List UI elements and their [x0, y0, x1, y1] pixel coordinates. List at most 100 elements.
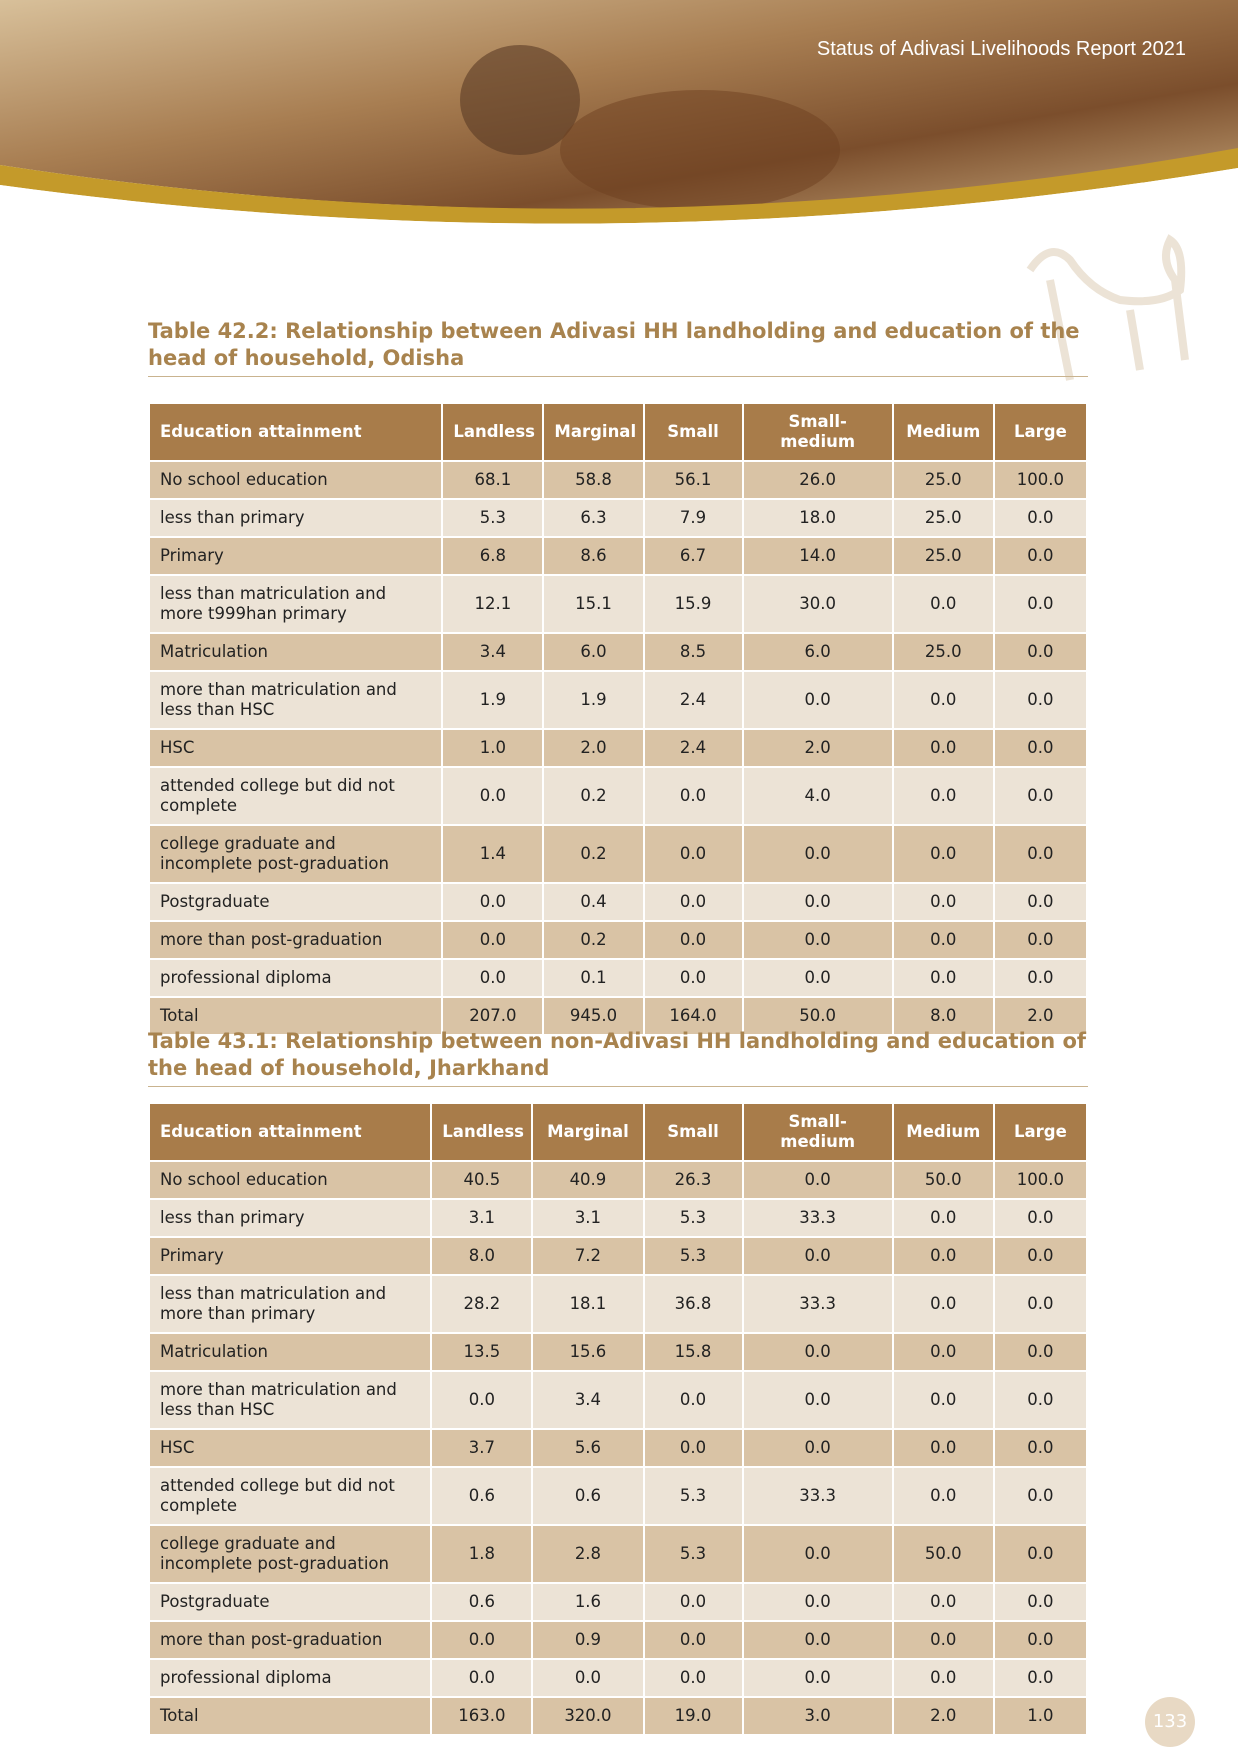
- table-row: attended college but did not complete 0.6…: [147, 1466, 1089, 1526]
- value-cell: 3.0: [741, 1696, 894, 1736]
- value-cell: 5.3: [642, 1466, 744, 1526]
- value-cell: 0.0: [441, 920, 545, 960]
- value-cell: 0.0: [741, 670, 894, 730]
- value-cell: 0.0: [741, 1236, 894, 1276]
- value-cell: 0.0: [741, 1332, 894, 1372]
- value-cell: 207.0: [441, 996, 545, 1036]
- value-cell: 1.9: [542, 670, 645, 730]
- value-cell: 0.0: [642, 958, 744, 998]
- value-cell: 163.0: [430, 1696, 534, 1736]
- value-cell: 0.0: [441, 766, 545, 826]
- value-cell: 50.0: [741, 996, 894, 1036]
- value-cell: 19.0: [642, 1696, 744, 1736]
- value-cell: 0.0: [430, 1370, 534, 1430]
- value-cell: 0.0: [891, 766, 995, 826]
- value-cell: 0.0: [741, 1658, 894, 1698]
- value-cell: 0.0: [891, 958, 995, 998]
- value-cell: 1.8: [430, 1524, 534, 1584]
- value-cell: 0.0: [992, 1466, 1089, 1526]
- value-cell: 2.0: [741, 728, 894, 768]
- page-number: 133: [1145, 1697, 1195, 1747]
- value-cell: 0.0: [741, 1428, 894, 1468]
- value-cell: 0.0: [992, 536, 1089, 576]
- value-cell: 25.0: [891, 632, 995, 672]
- value-cell: 6.7: [642, 536, 744, 576]
- table-row: college graduate and incomplete post-gra…: [147, 824, 1089, 884]
- table-title: Table 42.2: Relationship between Adivasi…: [148, 318, 1088, 377]
- table-row: HSC 1.0 2.0 2.4 2.0 0.0 0.0: [147, 728, 1089, 768]
- table-row: less than matriculation and more than pr…: [147, 1274, 1089, 1334]
- value-cell: 0.0: [642, 1620, 744, 1660]
- table-row: more than post-graduation 0.0 0.9 0.0 0.0 0.0…: [147, 1620, 1089, 1660]
- table-row: less than matriculation and more t999han…: [147, 574, 1089, 634]
- value-cell: 0.0: [992, 1198, 1089, 1238]
- value-cell: 0.0: [642, 766, 744, 826]
- value-cell: 320.0: [531, 1696, 645, 1736]
- value-cell: 0.0: [891, 1274, 995, 1334]
- value-cell: 0.0: [992, 958, 1089, 998]
- value-cell: 33.3: [741, 1274, 894, 1334]
- row-label: Matriculation: [147, 632, 444, 672]
- value-cell: 1.9: [441, 670, 545, 730]
- column-header: Landless: [430, 1102, 534, 1162]
- row-label: HSC: [147, 728, 444, 768]
- row-label: HSC: [147, 1428, 433, 1468]
- value-cell: 0.0: [992, 1332, 1089, 1372]
- value-cell: 0.0: [891, 1198, 995, 1238]
- column-header: Large: [992, 1102, 1089, 1162]
- value-cell: 15.1: [542, 574, 645, 634]
- value-cell: 0.6: [430, 1582, 534, 1622]
- value-cell: 0.2: [542, 766, 645, 826]
- value-cell: 0.0: [430, 1620, 534, 1660]
- value-cell: 6.8: [441, 536, 545, 576]
- value-cell: 12.1: [441, 574, 545, 634]
- value-cell: 33.3: [741, 1198, 894, 1238]
- value-cell: 14.0: [741, 536, 894, 576]
- data-table: Education attainment Landless Marginal Smal…: [147, 402, 1089, 1036]
- value-cell: 0.0: [741, 1582, 894, 1622]
- value-cell: 0.0: [992, 498, 1089, 538]
- value-cell: 0.0: [992, 574, 1089, 634]
- column-header: Education attainment: [147, 402, 444, 462]
- value-cell: 2.0: [542, 728, 645, 768]
- table-title: Table 43.1: Relationship between non-Adi…: [148, 1028, 1088, 1087]
- value-cell: 30.0: [741, 574, 894, 634]
- table-row: less than primary 5.3 6.3 7.9 18.0 25.0 0.0: [147, 498, 1089, 538]
- table-row: HSC 3.7 5.6 0.0 0.0 0.0 0.0: [147, 1428, 1089, 1468]
- value-cell: 0.0: [891, 1620, 995, 1660]
- table-row: more than matriculation and less than HS…: [147, 1370, 1089, 1430]
- value-cell: 3.1: [430, 1198, 534, 1238]
- value-cell: 8.0: [430, 1236, 534, 1276]
- column-header: Marginal: [542, 402, 645, 462]
- value-cell: 33.3: [741, 1466, 894, 1526]
- value-cell: 0.0: [642, 1428, 744, 1468]
- value-cell: 0.0: [531, 1658, 645, 1698]
- value-cell: 0.0: [891, 1466, 995, 1526]
- value-cell: 0.0: [992, 824, 1089, 884]
- value-cell: 28.2: [430, 1274, 534, 1334]
- value-cell: 0.0: [642, 882, 744, 922]
- value-cell: 6.0: [741, 632, 894, 672]
- table-row: Matriculation 13.5 15.6 15.8 0.0 0.0 0.0: [147, 1332, 1089, 1372]
- value-cell: 0.0: [992, 1524, 1089, 1584]
- value-cell: 0.0: [891, 1236, 995, 1276]
- value-cell: 2.4: [642, 728, 744, 768]
- value-cell: 0.0: [741, 920, 894, 960]
- value-cell: 0.0: [642, 1370, 744, 1430]
- value-cell: 0.0: [992, 728, 1089, 768]
- value-cell: 0.0: [891, 1332, 995, 1372]
- row-label: less than primary: [147, 498, 444, 538]
- table-row: Primary 8.0 7.2 5.3 0.0 0.0 0.0: [147, 1236, 1089, 1276]
- value-cell: 2.0: [891, 1696, 995, 1736]
- value-cell: 25.0: [891, 498, 995, 538]
- column-header: Medium: [891, 1102, 995, 1162]
- table-row: more than matriculation and less than HS…: [147, 670, 1089, 730]
- value-cell: 0.0: [992, 1236, 1089, 1276]
- column-header: Small-medium: [741, 402, 894, 462]
- column-header: Small: [642, 402, 744, 462]
- value-cell: 0.0: [891, 728, 995, 768]
- table-row: No school education 68.1 58.8 56.1 26.0 25.0 1…: [147, 460, 1089, 500]
- value-cell: 164.0: [642, 996, 744, 1036]
- header-row: Education attainment Landless Marginal Smal…: [147, 402, 1089, 462]
